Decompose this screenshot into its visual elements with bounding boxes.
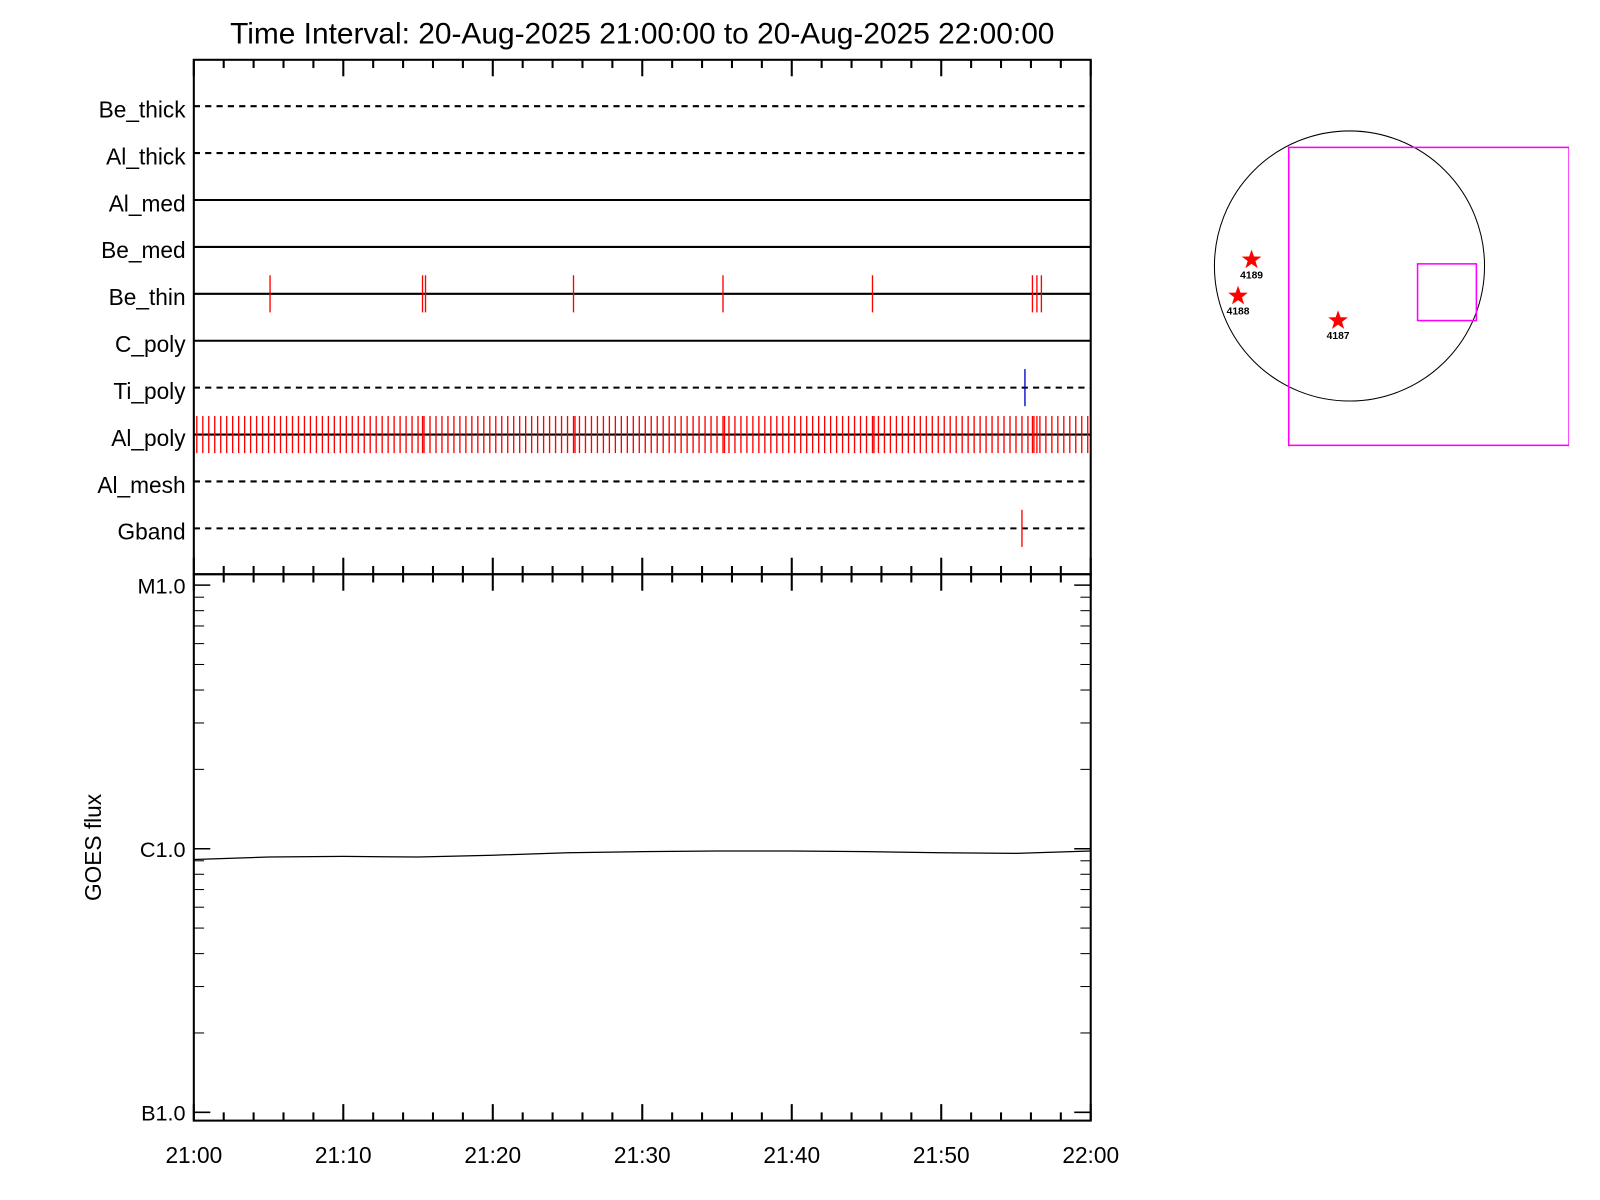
x-tick-label: 22:00	[1062, 1142, 1119, 1168]
y-tick-label: M1.0	[137, 573, 185, 598]
row-label: Al_med	[109, 190, 186, 216]
row-label: Be_thick	[99, 97, 187, 123]
row-label: Gband	[117, 519, 185, 545]
region-label: 4189	[1240, 270, 1263, 281]
x-tick-label: 21:20	[464, 1142, 521, 1168]
x-tick-label: 21:00	[165, 1142, 222, 1168]
field-of-view	[1416, 263, 1478, 322]
row-label: C_poly	[115, 331, 186, 357]
row-label: Al_thick	[106, 143, 186, 169]
row-label: Ti_poly	[113, 378, 186, 404]
panel-frame	[192, 58, 1092, 576]
x-tick-label: 21:50	[913, 1142, 970, 1168]
row-label: Al_poly	[111, 425, 186, 451]
row-label: Al_mesh	[97, 472, 185, 498]
y-tick-label: B1.0	[141, 1101, 186, 1126]
x-tick-label: 21:40	[763, 1142, 820, 1168]
y-tick-label: C1.0	[140, 837, 186, 862]
row-label: Be_med	[101, 237, 185, 263]
active-region	[1228, 285, 1248, 305]
region-label: 4187	[1327, 331, 1350, 342]
row-label: Be_thin	[109, 284, 186, 310]
field-of-view	[1287, 146, 1570, 447]
x-tick-label: 21:30	[614, 1142, 671, 1168]
chart-title: Time Interval: 20-Aug-2025 21:00:00 to 2…	[230, 17, 1054, 50]
panel-frame	[192, 573, 1092, 1122]
active-region	[1241, 249, 1262, 269]
y-axis-label: GOES flux	[80, 793, 106, 901]
goes-line	[193, 850, 1091, 861]
solar-limb	[1213, 130, 1486, 402]
active-region	[1328, 310, 1348, 329]
x-tick-label: 21:10	[315, 1142, 372, 1168]
region-label: 4188	[1227, 307, 1250, 318]
